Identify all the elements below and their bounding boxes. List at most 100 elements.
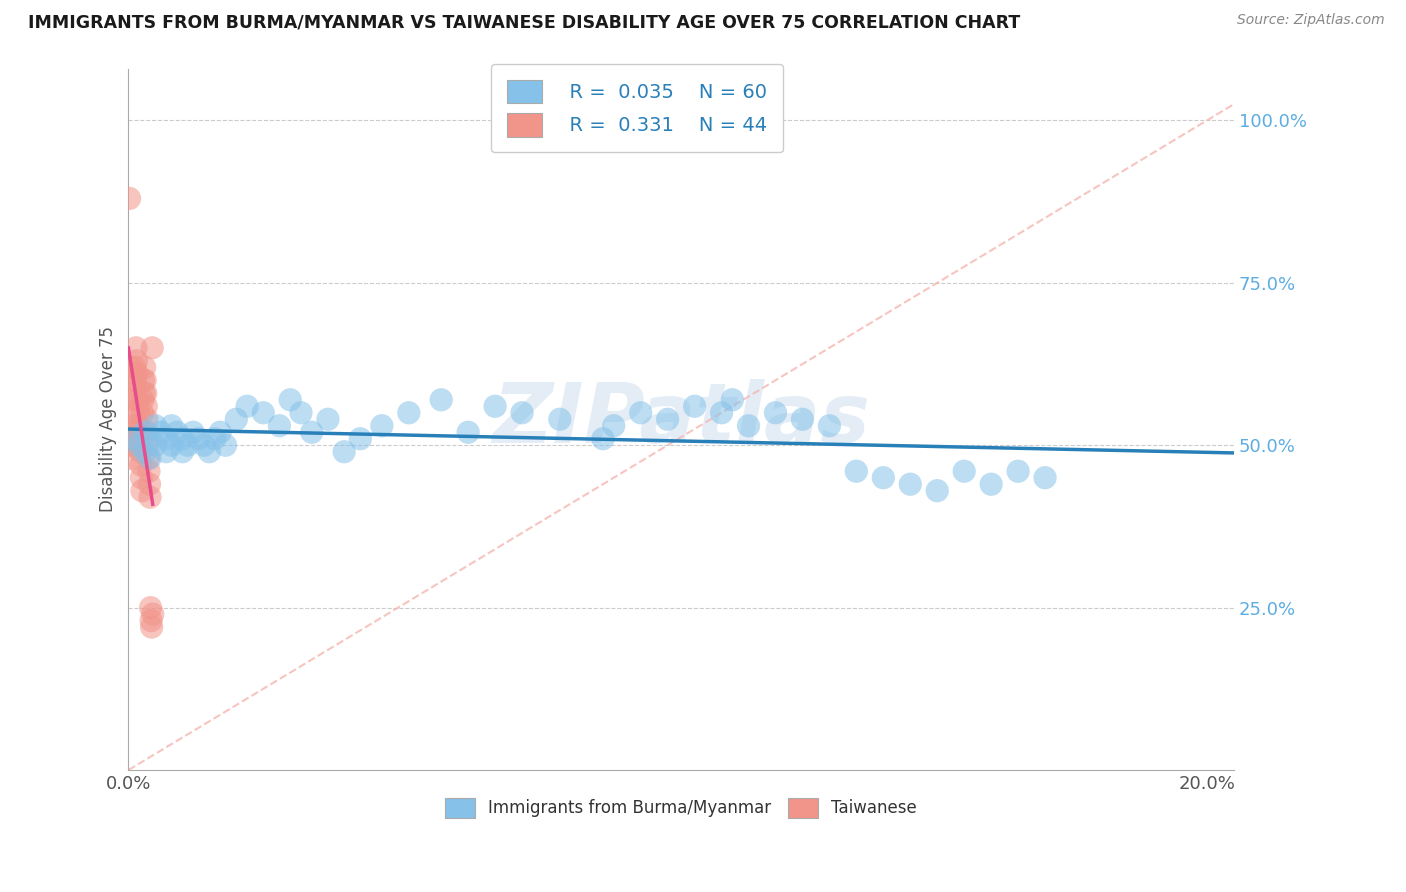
Point <box>127 392 149 407</box>
Point <box>120 438 142 452</box>
Point <box>737 418 759 433</box>
Point <box>177 438 200 452</box>
Point <box>160 438 183 452</box>
Point <box>135 386 157 401</box>
Point <box>290 406 312 420</box>
Point <box>135 399 157 413</box>
Point <box>792 412 814 426</box>
Point <box>301 425 323 440</box>
Point <box>136 438 159 452</box>
Point <box>236 399 259 413</box>
Point <box>278 392 301 407</box>
Point <box>139 490 162 504</box>
Point <box>129 444 152 458</box>
Point <box>128 438 150 452</box>
Point <box>172 444 194 458</box>
Point <box>132 392 155 407</box>
Point <box>181 425 204 440</box>
Point <box>214 438 236 452</box>
Point <box>128 425 150 440</box>
Point <box>138 451 160 466</box>
Point <box>316 412 339 426</box>
Point <box>193 438 215 452</box>
Point <box>980 477 1002 491</box>
Point <box>141 620 163 634</box>
Point <box>138 477 160 491</box>
Point <box>198 444 221 458</box>
Point <box>129 458 152 472</box>
Point <box>131 483 153 498</box>
Point <box>145 438 167 452</box>
Point <box>172 432 194 446</box>
Point <box>818 418 841 433</box>
Point <box>765 406 787 420</box>
Point <box>898 477 921 491</box>
Y-axis label: Disability Age Over 75: Disability Age Over 75 <box>100 326 117 512</box>
Point <box>1033 471 1056 485</box>
Point <box>120 360 142 375</box>
Legend: Immigrants from Burma/Myanmar, Taiwanese: Immigrants from Burma/Myanmar, Taiwanese <box>439 791 924 825</box>
Point <box>142 607 165 621</box>
Point <box>187 432 209 446</box>
Point <box>657 412 679 426</box>
Point <box>155 444 177 458</box>
Point <box>121 373 143 387</box>
Point <box>128 418 150 433</box>
Point <box>548 412 571 426</box>
Point <box>131 406 153 420</box>
Point <box>592 432 614 446</box>
Point <box>134 425 156 440</box>
Point <box>122 406 145 420</box>
Point <box>136 425 159 440</box>
Point <box>872 471 894 485</box>
Point <box>225 412 247 426</box>
Point <box>927 483 949 498</box>
Point <box>124 373 146 387</box>
Point <box>166 425 188 440</box>
Point <box>125 353 148 368</box>
Point <box>845 464 868 478</box>
Text: Source: ZipAtlas.com: Source: ZipAtlas.com <box>1237 13 1385 28</box>
Point <box>1007 464 1029 478</box>
Point <box>121 392 143 407</box>
Point <box>139 614 162 628</box>
Point <box>484 399 506 413</box>
Point <box>125 341 148 355</box>
Point <box>134 444 156 458</box>
Point <box>134 360 156 375</box>
Point <box>683 399 706 413</box>
Point <box>132 386 155 401</box>
Point <box>135 412 157 426</box>
Point <box>510 406 533 420</box>
Point <box>710 406 733 420</box>
Point <box>139 600 162 615</box>
Point <box>155 432 177 446</box>
Point <box>122 432 145 446</box>
Point <box>398 406 420 420</box>
Point <box>134 373 156 387</box>
Point <box>204 432 226 446</box>
Point <box>269 418 291 433</box>
Point <box>603 418 626 433</box>
Point <box>430 392 453 407</box>
Point <box>333 444 356 458</box>
Text: IMMIGRANTS FROM BURMA/MYANMAR VS TAIWANESE DISABILITY AGE OVER 75 CORRELATION CH: IMMIGRANTS FROM BURMA/MYANMAR VS TAIWANE… <box>28 13 1021 31</box>
Point <box>349 432 371 446</box>
Point <box>630 406 652 420</box>
Point <box>139 451 162 466</box>
Point <box>252 406 274 420</box>
Point <box>953 464 976 478</box>
Point <box>145 418 167 433</box>
Point <box>127 406 149 420</box>
Point <box>138 464 160 478</box>
Point <box>122 418 145 433</box>
Text: ZIPatlas: ZIPatlas <box>492 379 870 459</box>
Point <box>139 432 162 446</box>
Point <box>121 425 143 440</box>
Point <box>160 418 183 433</box>
Point <box>128 438 150 452</box>
Point <box>120 451 142 466</box>
Point <box>141 341 163 355</box>
Point <box>132 373 155 387</box>
Point <box>124 360 146 375</box>
